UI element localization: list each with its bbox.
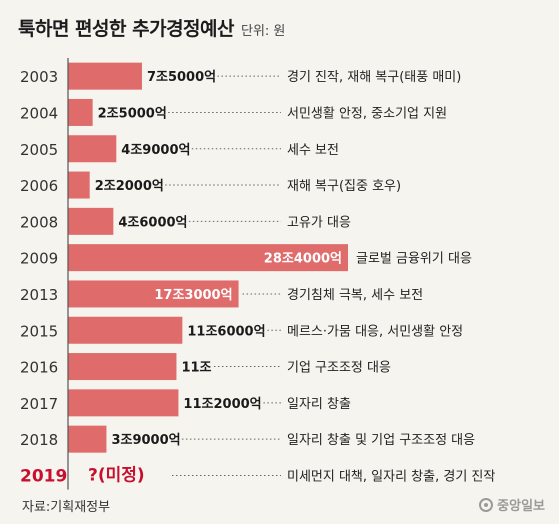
value-label: 2조5000억 — [98, 106, 167, 121]
value-label: 11조 — [181, 361, 211, 376]
value-label: 28조4000억 — [264, 252, 342, 267]
year-label: 2013 — [20, 286, 58, 304]
value-label: 11조2000억 — [183, 397, 261, 412]
bar — [68, 353, 177, 381]
year-label: 2005 — [20, 141, 58, 159]
year-label: 2008 — [20, 213, 58, 231]
year-label: 2017 — [20, 395, 58, 413]
bar — [68, 135, 117, 163]
bar — [68, 171, 90, 199]
purpose-label: 글로벌 금융위기 대응 — [356, 252, 472, 267]
value-label: 11조6000억 — [187, 324, 265, 339]
value-label: 7조5000억 — [147, 70, 216, 85]
value-label: 4조9000억 — [121, 143, 190, 158]
logo-icon — [479, 497, 494, 512]
source-note: 자료:기획재정부 — [22, 500, 111, 515]
bar — [68, 316, 183, 344]
purpose-label: 메르스·가뭄 대응, 서민생활 안정 — [287, 324, 463, 339]
year-label: 2019 — [20, 466, 67, 486]
purpose-label: 세수 보전 — [287, 143, 339, 158]
bar — [68, 244, 348, 272]
year-label: 2004 — [20, 104, 58, 122]
year-label: 2006 — [20, 177, 58, 195]
chart-title: 툭하면 편성한 추가경정예산 — [18, 18, 235, 40]
purpose-label: 경기침체 극복, 세수 보전 — [287, 288, 423, 303]
bar — [68, 98, 93, 126]
publisher-logo: 중앙일보 — [479, 495, 545, 514]
value-label: 4조6000억 — [118, 215, 187, 230]
bar — [68, 62, 142, 90]
title-row: 툭하면 편성한 추가경정예산 단위: 원 — [18, 14, 285, 41]
purpose-label: 일자리 창출 및 기업 구조조정 대응 — [287, 433, 475, 448]
purpose-label: 미세먼지 대책, 일자리 창출, 경기 진작 — [287, 469, 495, 484]
purpose-label: 일자리 창출 — [287, 397, 351, 412]
purpose-label: 재해 복구(집중 호우) — [287, 179, 401, 194]
year-label: 2016 — [20, 359, 58, 377]
year-label: 2018 — [20, 431, 58, 449]
bar — [68, 280, 239, 308]
unit-label: 단위: 원 — [241, 24, 286, 39]
purpose-label: 서민생활 안정, 중소기업 지원 — [287, 106, 447, 121]
year-label: 2003 — [20, 68, 58, 86]
value-label: ?(미정) — [88, 465, 145, 485]
value-label: 3조9000억 — [111, 433, 180, 448]
value-label: 17조3000억 — [154, 288, 232, 303]
bar — [68, 389, 179, 417]
year-label: 2009 — [20, 250, 58, 268]
bar — [68, 425, 107, 453]
purpose-label: 경기 진작, 재해 복구(태풍 매미) — [287, 70, 461, 85]
value-label: 2조2000억 — [95, 179, 164, 194]
logo-text: 중앙일보 — [497, 499, 545, 514]
purpose-label: 기업 구조조정 대응 — [287, 361, 391, 376]
year-label: 2015 — [20, 322, 58, 340]
bar — [68, 207, 114, 235]
bar-chart: 2003 7조5000억 경기 진작, 재해 복구(태풍 매미) 2004 2조5000… — [20, 58, 495, 490]
purpose-label: 고유가 대응 — [287, 215, 351, 230]
